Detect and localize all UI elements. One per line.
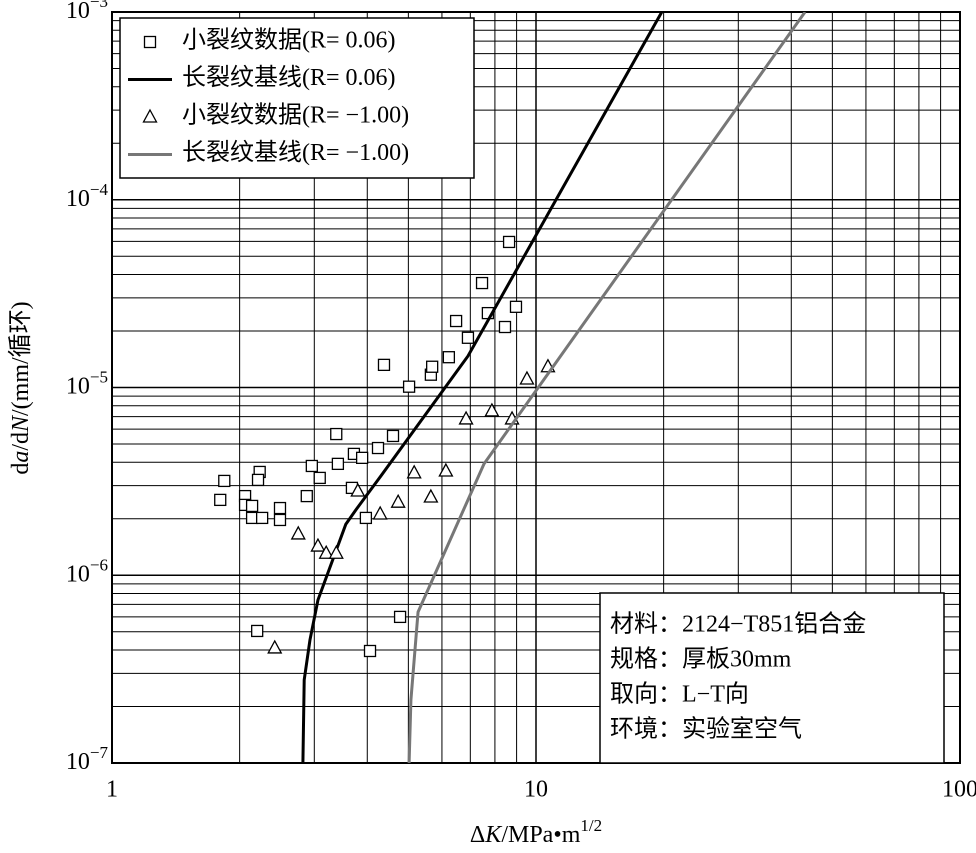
marker-square xyxy=(273,501,287,515)
marker-square xyxy=(359,511,373,525)
marker-square xyxy=(393,610,407,624)
marker-square xyxy=(273,513,287,527)
annotation-line: 取向：L−T向 xyxy=(610,681,749,708)
marker-square xyxy=(355,451,369,464)
annotation-line: 材料：2124−T851铝合金 xyxy=(610,611,866,638)
marker-triangle xyxy=(519,370,535,385)
marker-triangle xyxy=(438,462,454,477)
marker-triangle xyxy=(142,108,158,123)
y-tick-label: 10−5 xyxy=(66,367,108,399)
marker-square xyxy=(214,493,227,507)
y-axis-label-part: /d xyxy=(8,432,34,451)
marker-triangle xyxy=(390,493,406,508)
legend-box xyxy=(119,17,475,179)
marker-square xyxy=(305,459,318,473)
marker-square xyxy=(502,235,516,249)
annotation-line: 环境：实验室空气 xyxy=(610,716,802,743)
y-tick-exp: −7 xyxy=(90,743,109,762)
x-axis-label-part: K xyxy=(484,822,503,848)
plot-frame xyxy=(111,11,961,764)
marker-square xyxy=(143,35,157,49)
marker-square xyxy=(330,427,343,441)
x-tick-label: 10 xyxy=(524,777,548,803)
marker-square xyxy=(245,499,259,513)
marker-triangle xyxy=(423,488,439,503)
marker-square xyxy=(331,457,345,471)
marker-square xyxy=(313,471,326,485)
marker-square xyxy=(218,474,231,488)
marker-square xyxy=(498,320,512,334)
marker-square xyxy=(251,624,264,638)
marker-square xyxy=(251,473,265,487)
legend-label: 小裂纹数据(R= −1.00) xyxy=(182,102,409,129)
marker-square xyxy=(509,300,523,313)
marker-square xyxy=(402,380,416,393)
y-axis-label-part: N xyxy=(8,414,34,433)
line xyxy=(301,12,664,763)
y-tick-exp: −3 xyxy=(90,0,108,11)
annotation-line: 规格：厚板30mm xyxy=(610,646,792,673)
x-axis-label-part: 1/2 xyxy=(580,816,602,835)
x-axis-label-part: Δ xyxy=(470,822,485,848)
y-axis-label: da/dN/(mm/循环) xyxy=(7,301,34,474)
legend-label: 长裂纹基线(R= 0.06) xyxy=(182,64,396,91)
y-axis-label-part: a xyxy=(8,451,34,463)
marker-triangle xyxy=(484,402,500,417)
y-tick-label: 10−7 xyxy=(66,743,109,775)
marker-triangle xyxy=(318,544,334,559)
marker-square xyxy=(255,511,269,525)
marker-square xyxy=(442,351,456,364)
y-tick-label: 10−6 xyxy=(66,555,108,587)
marker-square xyxy=(363,644,377,658)
marker-square xyxy=(461,331,475,344)
annotation-box xyxy=(599,592,945,764)
y-tick-exp: −5 xyxy=(90,367,108,386)
y-tick-base: 10 xyxy=(66,561,90,587)
marker-square xyxy=(449,314,463,328)
y-tick-base: 10 xyxy=(66,373,90,399)
marker-triangle xyxy=(372,505,388,520)
marker-square xyxy=(300,489,313,503)
y-tick-exp: −4 xyxy=(90,180,109,199)
marker-square xyxy=(386,429,400,443)
marker-square xyxy=(245,511,259,525)
marker-square xyxy=(426,360,439,373)
marker-square xyxy=(475,276,489,290)
marker-triangle xyxy=(328,544,344,559)
y-axis-label-part: /(mm/循环) xyxy=(7,301,34,416)
y-tick-base: 10 xyxy=(66,749,90,775)
marker-square xyxy=(371,441,385,455)
marker-triangle xyxy=(458,410,474,425)
y-tick-label: 10−3 xyxy=(66,0,108,24)
marker-square xyxy=(377,358,391,372)
y-tick-base: 10 xyxy=(66,185,90,211)
marker-triangle xyxy=(290,525,306,540)
legend-label: 小裂纹数据(R= 0.06) xyxy=(182,27,396,54)
x-axis-label-part: /MPa•m xyxy=(501,822,580,848)
marker-triangle xyxy=(267,639,283,654)
x-tick-label: 100 xyxy=(942,777,976,803)
y-tick-base: 10 xyxy=(66,0,90,24)
marker-triangle xyxy=(310,537,326,552)
marker-triangle xyxy=(406,464,422,479)
y-tick-exp: −6 xyxy=(90,555,108,574)
x-tick-label: 1 xyxy=(106,777,118,803)
line xyxy=(407,12,807,763)
marker-triangle xyxy=(350,482,366,497)
y-axis-label-part: d xyxy=(8,463,34,475)
y-tick-label: 10−4 xyxy=(66,180,109,212)
x-axis-label: ΔK/MPa•m1/2 xyxy=(470,816,602,848)
legend-label: 长裂纹基线(R= −1.00) xyxy=(182,139,409,166)
